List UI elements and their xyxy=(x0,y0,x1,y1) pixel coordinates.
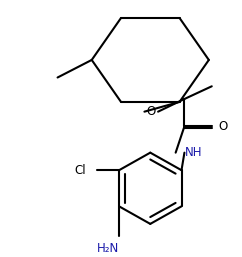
Text: Cl: Cl xyxy=(74,164,86,177)
Text: O: O xyxy=(219,120,228,133)
Text: H₂N: H₂N xyxy=(97,242,120,255)
Text: NH: NH xyxy=(184,146,202,159)
Text: O: O xyxy=(147,105,156,118)
